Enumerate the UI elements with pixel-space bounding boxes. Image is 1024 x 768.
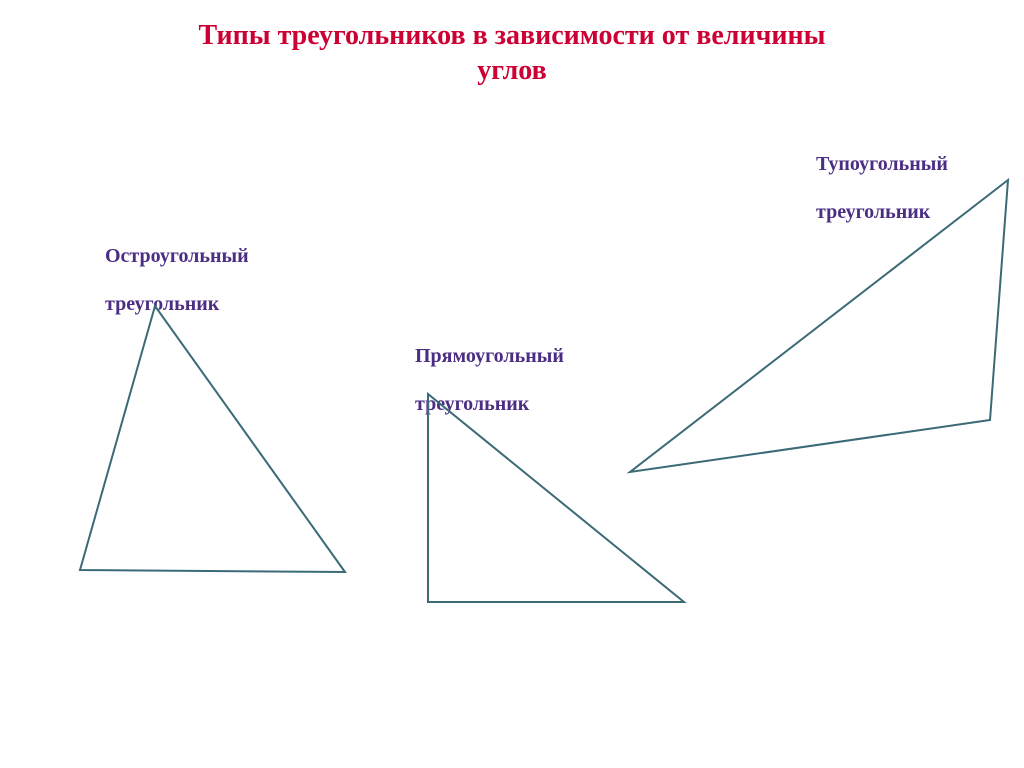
triangles-svg [0, 0, 1024, 768]
right-triangle-icon [428, 394, 684, 602]
obtuse-triangle-icon [630, 180, 1008, 472]
page: Типы треугольников в зависимости от вели… [0, 0, 1024, 768]
acute-triangle-icon [80, 306, 345, 572]
